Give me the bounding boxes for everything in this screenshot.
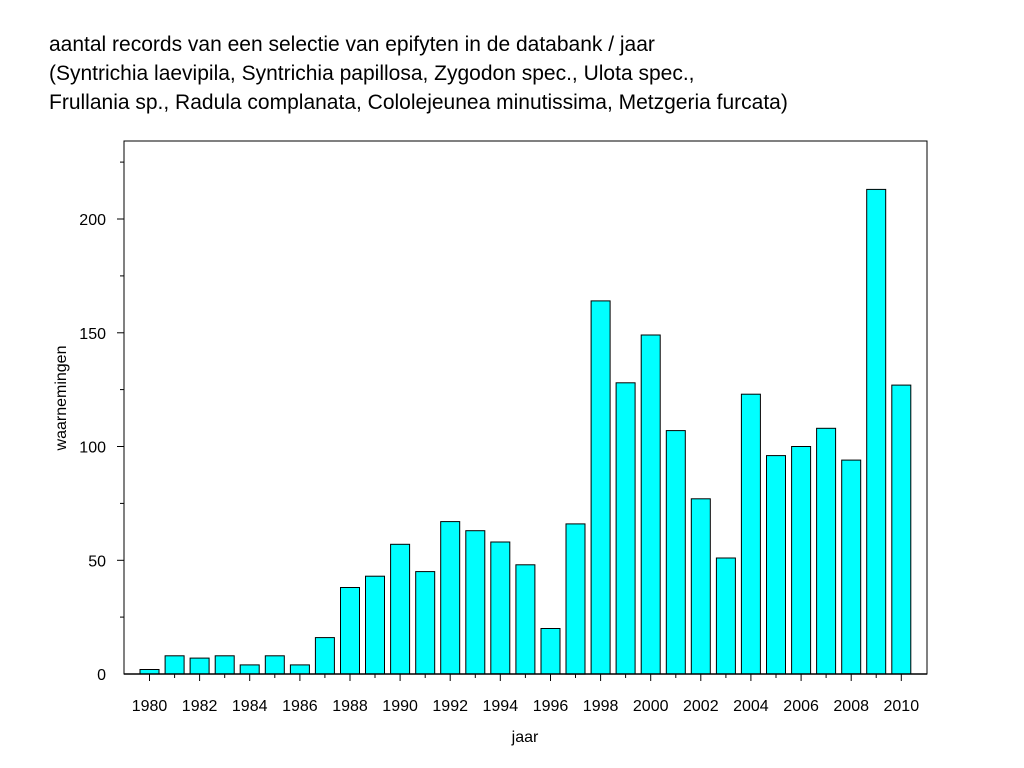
bar-1997: [565, 523, 586, 675]
x-tick-label: 1984: [232, 698, 268, 715]
y-tick-label: 200: [79, 212, 106, 229]
x-tick-label: 2004: [733, 698, 769, 715]
x-tick-label: 1998: [583, 698, 619, 715]
bar-1998: [590, 300, 611, 675]
bar-1982: [189, 657, 210, 675]
bar-2004: [740, 393, 761, 675]
y-tick-label: 100: [79, 440, 106, 457]
x-tick-label: 2000: [633, 698, 669, 715]
x-tick-label: 2008: [833, 698, 869, 715]
bar-1995: [515, 564, 536, 675]
bar-2009: [866, 188, 887, 675]
bar-2008: [841, 459, 862, 675]
x-tick-label: 1982: [182, 698, 218, 715]
x-tick-label: 1986: [282, 698, 318, 715]
x-tick-label: 1996: [533, 698, 569, 715]
bar-1981: [164, 655, 185, 675]
bar-2005: [766, 455, 786, 675]
bar-2001: [665, 430, 686, 675]
chart-title: aantal records van een selectie van epif…: [49, 30, 788, 117]
bar-1990: [390, 543, 411, 675]
y-axis: 0 50 100 150 200: [79, 161, 124, 684]
x-tick-label: 2010: [884, 698, 920, 715]
bar-2003: [715, 557, 736, 675]
y-tick-label: 50: [88, 553, 106, 570]
bar-1996: [540, 628, 561, 675]
bar-2007: [816, 427, 837, 675]
bar-1992: [440, 521, 461, 675]
bar-1988: [340, 587, 360, 675]
x-tick-label: 1992: [432, 698, 468, 715]
x-tick-label: 1988: [332, 698, 368, 715]
bar-1993: [465, 530, 486, 675]
bar-1999: [615, 382, 636, 675]
y-tick-label: 0: [97, 667, 106, 684]
bar-1991: [415, 571, 436, 675]
bar-2000: [640, 334, 661, 675]
bar-2010: [891, 384, 912, 675]
x-tick-label: 1980: [132, 698, 168, 715]
title-line-3: Frullania sp., Radula complanata, Colole…: [49, 91, 788, 114]
bar-1984: [239, 664, 260, 675]
x-tick-label: 2002: [683, 698, 719, 715]
bar-2002: [690, 498, 711, 675]
bars-group: [124, 188, 927, 675]
x-axis-title: jaar: [511, 729, 539, 746]
x-tick-label: 2006: [783, 698, 819, 715]
x-tick-label: 1994: [483, 698, 519, 715]
bar-1985: [264, 655, 285, 675]
x-axis: 1980 1982 1984 1986 1988 1990 1992 1994 1996 1998…: [132, 674, 919, 715]
bar-1986: [289, 664, 310, 675]
title-line-1: aantal records van een selectie van epif…: [49, 33, 655, 56]
bar-2006: [791, 446, 812, 675]
x-tick-label: 1990: [382, 698, 418, 715]
y-axis-title: waarnemingen: [53, 346, 70, 452]
y-tick-label: 150: [79, 326, 106, 343]
bar-1989: [365, 575, 385, 675]
bar-1983: [214, 655, 235, 675]
title-line-2: (Syntrichia laevipila, Syntrichia papill…: [49, 62, 695, 85]
bar-1994: [490, 541, 511, 675]
bar-1987: [314, 637, 335, 675]
